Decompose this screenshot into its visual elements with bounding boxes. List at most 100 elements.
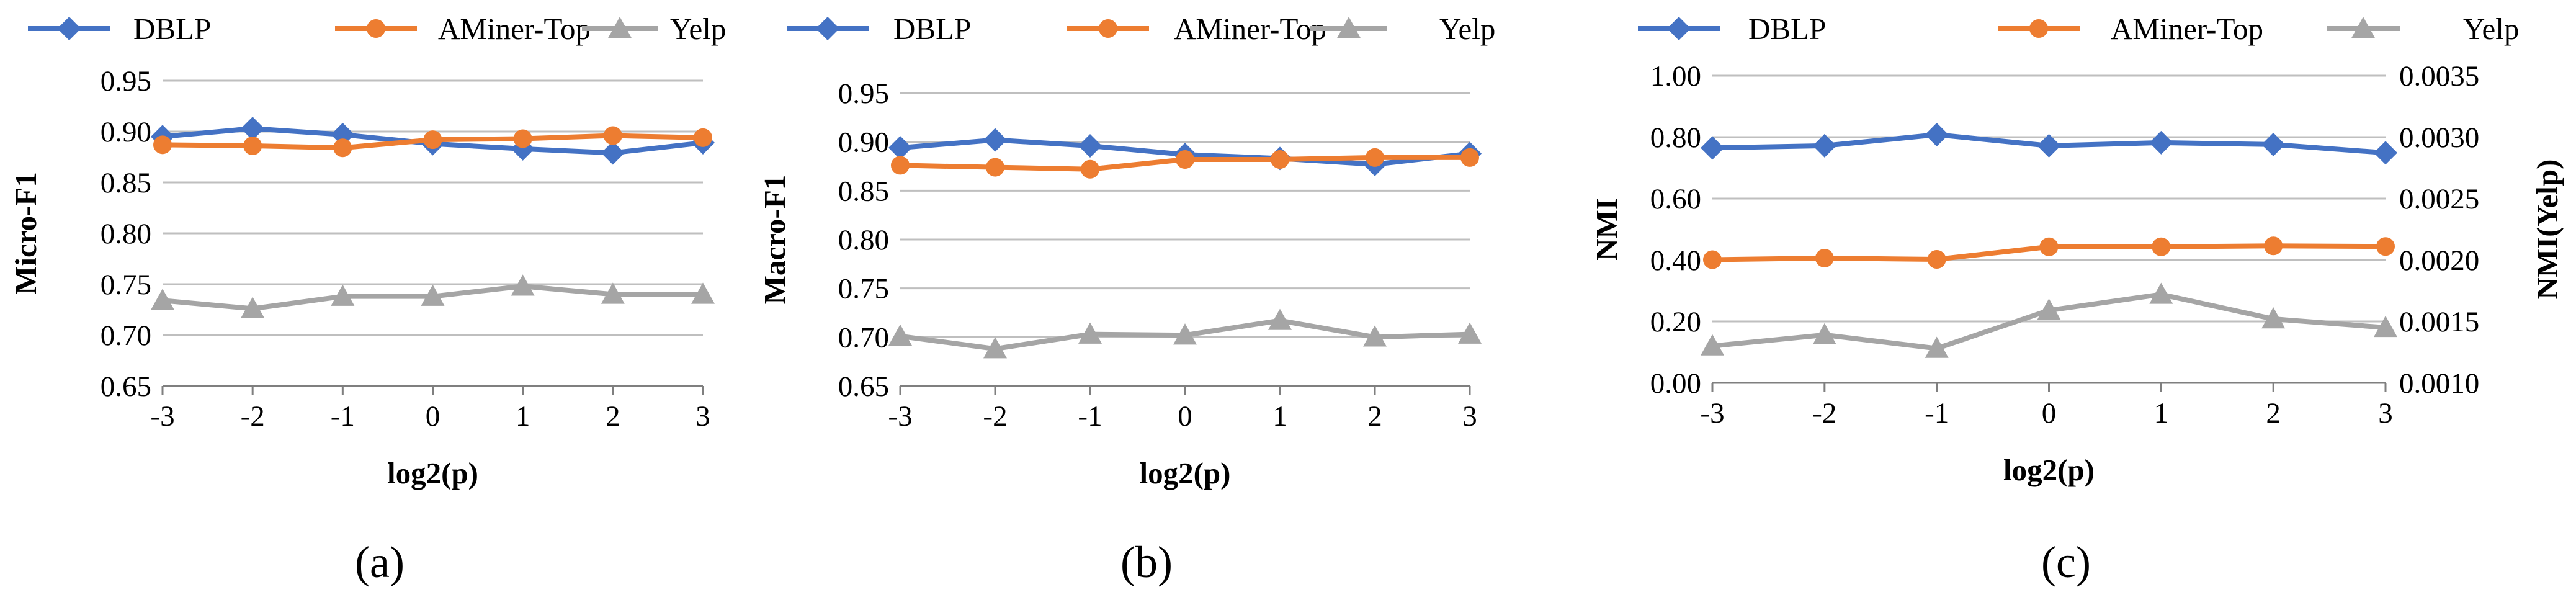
x-tick-label: -2 xyxy=(241,400,265,432)
x-tick-label: -1 xyxy=(1925,397,1949,429)
data-point xyxy=(983,337,1007,359)
data-point xyxy=(1458,322,1482,344)
series-aminer-top xyxy=(153,126,712,158)
y-axis-title: NMI xyxy=(1590,198,1624,261)
legend-marker xyxy=(816,17,839,40)
data-point xyxy=(1701,334,1724,356)
y-tick-label: 0.95 xyxy=(101,65,151,97)
data-point xyxy=(2149,282,2173,304)
y-tick-label: 0.80 xyxy=(101,218,151,250)
data-point xyxy=(891,156,910,175)
series-dblp xyxy=(1701,123,2397,165)
data-point xyxy=(1815,249,1834,268)
y-axis-title: Micro-F1 xyxy=(9,172,43,295)
y-tick-label: 0.70 xyxy=(838,321,889,354)
data-point xyxy=(153,135,172,155)
x-tick-label: 2 xyxy=(606,400,620,432)
legend-label: AMiner-Top xyxy=(1174,12,1326,46)
x-tick-label: -3 xyxy=(150,400,174,432)
series-yelp xyxy=(888,308,1482,359)
data-point xyxy=(241,297,265,318)
data-point xyxy=(691,282,715,304)
panel-caption: (b) xyxy=(1120,537,1173,587)
legend-item: AMiner-Top xyxy=(1998,12,2263,46)
legend-label: AMiner-Top xyxy=(438,12,591,46)
chart-panel-a: 0.65 0.70 0.75 0.80 0.85 0.90 0.95 -3 -2 -1 0 1 2 3 lo… xyxy=(9,12,726,587)
legend-marker xyxy=(1337,17,1361,38)
data-point xyxy=(1366,148,1384,167)
data-point xyxy=(1925,336,1949,358)
data-point xyxy=(513,129,532,148)
series-aminer-top xyxy=(891,148,1479,179)
legend-label: Yelp xyxy=(2463,12,2519,46)
data-point xyxy=(1925,123,1949,147)
data-point xyxy=(1081,159,1099,179)
data-point xyxy=(1363,325,1387,347)
data-point xyxy=(331,284,355,306)
data-point xyxy=(423,130,442,150)
y2-tick-label: 0.0035 xyxy=(2399,60,2479,92)
data-point xyxy=(333,138,352,158)
legend: DBLP AMiner-Top Yelp xyxy=(787,12,1495,46)
x-tick-label: 3 xyxy=(695,400,710,432)
y-tick-label: 0.60 xyxy=(1650,183,1701,215)
y-tick-label: 0.80 xyxy=(838,224,889,256)
y-tick-label: 0.85 xyxy=(838,175,889,207)
data-point xyxy=(601,141,625,165)
y2-tick-label: 0.0025 xyxy=(2399,183,2479,215)
data-point xyxy=(1703,250,1722,269)
y-tick-label: 0.90 xyxy=(101,116,151,148)
y-tick-label: 0.65 xyxy=(838,370,889,403)
y-tick-label: 0.75 xyxy=(838,273,889,305)
legend-label: Yelp xyxy=(670,12,726,46)
data-point xyxy=(2039,237,2059,256)
data-point xyxy=(1812,323,1836,344)
data-point xyxy=(241,117,265,141)
x-tick-label: -2 xyxy=(1812,397,1836,429)
legend-label: DBLP xyxy=(893,12,971,46)
y2-tick-label: 0.0020 xyxy=(2399,244,2479,277)
data-point xyxy=(1078,322,1102,344)
x-tick-label: 3 xyxy=(1462,400,1477,432)
data-point xyxy=(603,126,622,145)
data-point xyxy=(2037,133,2061,158)
legend-label: AMiner-Top xyxy=(2111,12,2263,46)
data-point xyxy=(2264,236,2283,256)
data-point xyxy=(2149,130,2173,155)
legend-marker xyxy=(1667,17,1691,40)
y-tick-label: 0.85 xyxy=(101,167,151,199)
legend-label: DBLP xyxy=(133,12,211,46)
y2-tick-label: 0.0015 xyxy=(2399,306,2479,338)
data-point xyxy=(2152,237,2171,256)
x-axis-title: log2(p) xyxy=(2003,453,2095,487)
legend-marker xyxy=(57,17,81,40)
y2-axis-title: NMI(Yelp) xyxy=(2530,159,2564,300)
x-axis-title: log2(p) xyxy=(387,456,478,490)
data-point xyxy=(2261,307,2286,329)
x-tick-label: 0 xyxy=(426,400,441,432)
y-tick-label: 1.00 xyxy=(1650,60,1701,92)
x-tick-label: -3 xyxy=(888,400,912,432)
legend-label: Yelp xyxy=(1439,12,1495,46)
y-tick-label: 0.90 xyxy=(838,127,889,159)
legend-item: DBLP xyxy=(28,12,211,46)
data-point xyxy=(2374,141,2397,165)
data-point xyxy=(986,158,1004,177)
legend-item: Yelp xyxy=(2327,12,2519,46)
y2-tick-label: 0.0030 xyxy=(2399,122,2479,154)
x-tick-label: -1 xyxy=(1078,400,1102,432)
y-tick-label: 0.20 xyxy=(1650,306,1701,338)
x-tick-label: 0 xyxy=(1178,400,1192,432)
legend-item: AMiner-Top xyxy=(1067,12,1326,46)
series-aminer-top xyxy=(1703,236,2395,269)
x-tick-label: 1 xyxy=(2154,397,2169,429)
legend-label: DBLP xyxy=(1748,12,1826,46)
data-point xyxy=(1812,133,1836,158)
y-axis-title: Macro-F1 xyxy=(758,175,792,305)
legend-marker xyxy=(367,19,385,38)
data-point xyxy=(1268,308,1292,330)
data-point xyxy=(1271,150,1289,169)
data-point xyxy=(1078,133,1102,158)
legend-marker xyxy=(1099,19,1117,38)
x-tick-label: 3 xyxy=(2378,397,2393,429)
